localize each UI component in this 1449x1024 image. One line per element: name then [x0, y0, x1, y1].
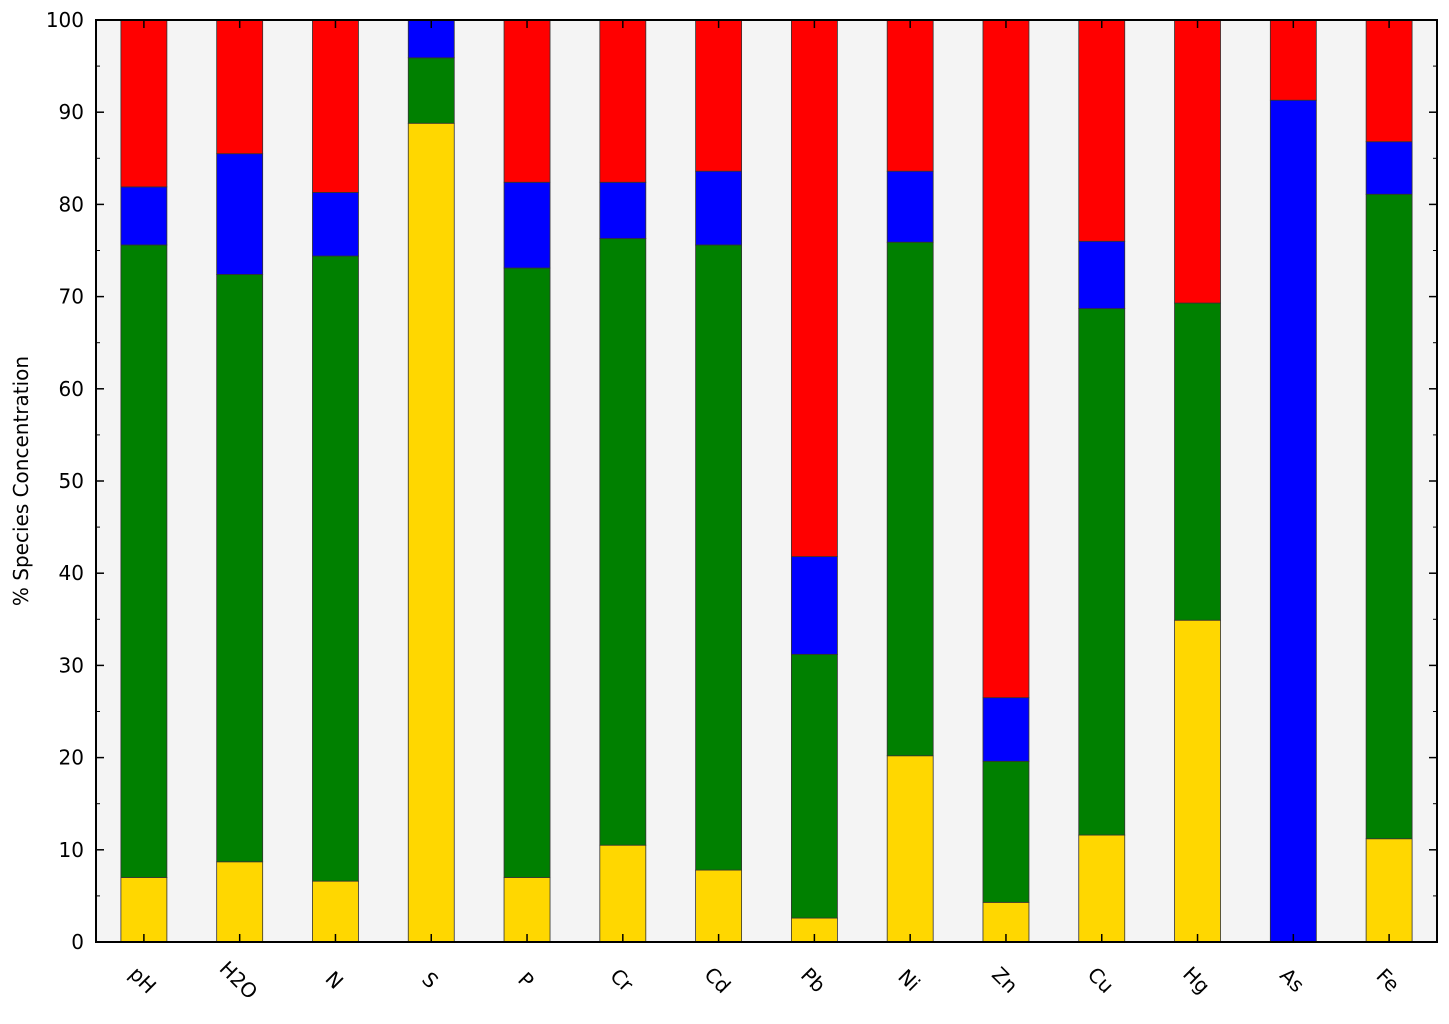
x-category-label-p: P: [513, 967, 539, 993]
bar-segment-cr-3: [599, 19, 647, 183]
bar-segment-ph-1: [120, 244, 168, 878]
bar-segment-pb-1: [790, 653, 838, 919]
bar-segment-p-0: [503, 877, 551, 943]
bar-segment-cd-2: [695, 170, 743, 246]
x-category-label-h2o: H2O: [215, 956, 263, 1004]
bar-segment-fe-1: [1365, 193, 1413, 840]
bar-segment-cu-3: [1078, 19, 1126, 242]
bar-segment-cd-1: [695, 244, 743, 871]
bar-segment-hg-3: [1174, 19, 1221, 304]
x-category-label-zn: Zn: [987, 962, 1023, 998]
x-category-label-pb: Pb: [796, 963, 830, 997]
x-category-label-ni: Ni: [893, 964, 924, 995]
y-tick-label: 10: [59, 838, 84, 862]
bar-segment-h2o-0: [216, 861, 264, 943]
bar-segment-cr-2: [599, 181, 647, 239]
bar-segment-cu-2: [1078, 240, 1126, 309]
y-tick-label: 80: [59, 192, 84, 216]
y-tick-label: 90: [59, 100, 84, 124]
y-tick-label: 100: [46, 8, 84, 32]
bar-segment-pb-2: [790, 556, 838, 655]
bar-segment-pb-3: [790, 19, 838, 558]
y-tick-label: 70: [59, 285, 84, 309]
bar-segment-h2o-3: [216, 19, 264, 155]
bar-segment-n-3: [312, 19, 359, 193]
bar-segment-n-2: [312, 192, 359, 257]
x-category-label-fe: Fe: [1372, 964, 1405, 997]
bar-segment-cu-1: [1078, 308, 1126, 836]
x-category-label-cd: Cd: [700, 962, 736, 998]
bar-segment-s-0: [407, 122, 455, 943]
bars-group: [120, 19, 1413, 943]
bar-segment-p-3: [503, 19, 551, 183]
bar-segment-ph-2: [120, 186, 168, 246]
bar-segment-h2o-1: [216, 274, 264, 863]
bar-segment-cd-0: [695, 869, 743, 943]
bar-segment-cu-0: [1078, 834, 1126, 943]
bar-segment-ni-2: [886, 170, 934, 243]
axes-group: 0 10 20 30 40 50 60 70 80 90 100 pH H2O N S P Cr Cd Pb Ni Zn…: [46, 8, 1438, 1004]
bar-segment-p-2: [503, 181, 551, 269]
y-tick-label: 30: [59, 653, 84, 677]
y-tick-label: 0: [71, 930, 84, 954]
bar-segment-zn-2: [982, 697, 1030, 762]
bar-segment-fe-2: [1365, 141, 1413, 195]
bar-segment-hg-0: [1174, 619, 1221, 943]
x-category-label-cu: Cu: [1083, 962, 1119, 998]
x-category-label-hg: Hg: [1178, 962, 1215, 999]
y-tick-label: 20: [59, 746, 84, 770]
bar-segment-h2o-2: [216, 153, 264, 275]
bar-segment-zn-1: [982, 760, 1030, 903]
bar-segment-ni-3: [886, 19, 934, 172]
y-axis-title: % Species Concentration: [9, 356, 33, 606]
plot-area: [96, 20, 1437, 942]
bar-segment-as-2: [1269, 99, 1317, 943]
bar-segment-n-0: [312, 880, 359, 943]
bar-segment-fe-0: [1365, 838, 1413, 943]
bar-segment-s-1: [407, 57, 455, 124]
bar-segment-p-1: [503, 267, 551, 878]
bar-segment-ni-0: [886, 755, 934, 943]
bar-segment-fe-3: [1365, 19, 1413, 143]
y-tick-label: 40: [59, 561, 84, 585]
y-tick-label: 50: [59, 469, 84, 493]
bar-segment-hg-1: [1174, 302, 1221, 621]
x-category-label-as: As: [1275, 963, 1309, 997]
bar-segment-cr-1: [599, 238, 647, 846]
bar-segment-as-3: [1269, 19, 1317, 101]
y-tick-label: 60: [59, 377, 84, 401]
x-category-label-s: S: [417, 967, 443, 993]
x-category-label-cr: Cr: [605, 964, 638, 997]
bar-segment-n-1: [312, 255, 359, 882]
bar-segment-ni-1: [886, 241, 934, 757]
bar-segment-zn-3: [982, 19, 1030, 699]
bar-segment-cr-0: [599, 844, 647, 943]
bar-segment-ph-3: [120, 19, 168, 188]
x-category-label-ph: pH: [125, 962, 162, 999]
bar-segment-cd-3: [695, 19, 743, 172]
bar-segment-ph-0: [120, 877, 168, 943]
x-category-label-n: N: [321, 966, 349, 994]
